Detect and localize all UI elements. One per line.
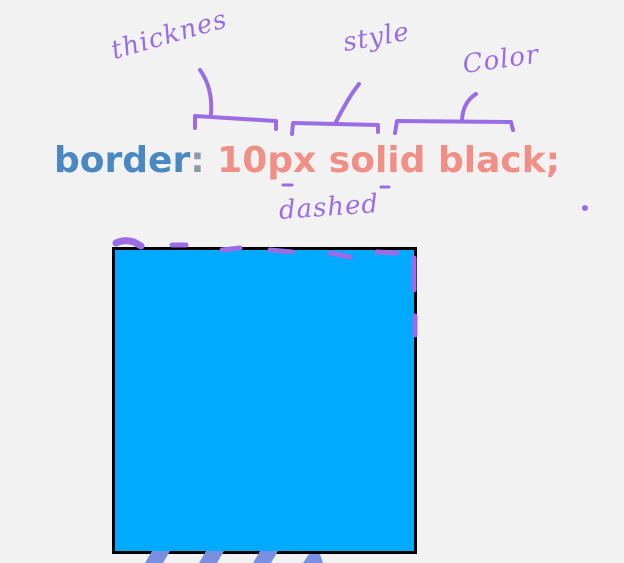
style-bracket [290, 121, 380, 136]
semicolon: ; [545, 140, 561, 181]
color-value: black [437, 140, 546, 181]
dashed-stroke-top-2 [219, 245, 243, 253]
style-pointer [334, 82, 361, 124]
dashed-stroke-top-4 [327, 250, 353, 260]
stray-dot [582, 205, 588, 211]
colon: : [190, 140, 205, 181]
stripe-1 [145, 551, 170, 563]
style-value: solid [328, 140, 426, 181]
css-border-declaration: border: 10px solid black; [54, 140, 560, 181]
dashed-stroke-top-5 [374, 249, 400, 256]
color-bracket [393, 119, 515, 135]
bordered-box-example [112, 247, 417, 554]
thickness-pointer [198, 68, 214, 116]
dashed-stroke-start [112, 237, 145, 250]
dashed-stroke-top-3 [267, 247, 295, 255]
stripe-3 [253, 551, 278, 563]
thickness-value: 10px [217, 140, 317, 181]
thickness-bracket [193, 114, 278, 131]
stripe-2 [199, 551, 224, 563]
color-pointer [460, 92, 478, 122]
stripe-4 [303, 554, 323, 563]
property-name: border [54, 140, 191, 181]
